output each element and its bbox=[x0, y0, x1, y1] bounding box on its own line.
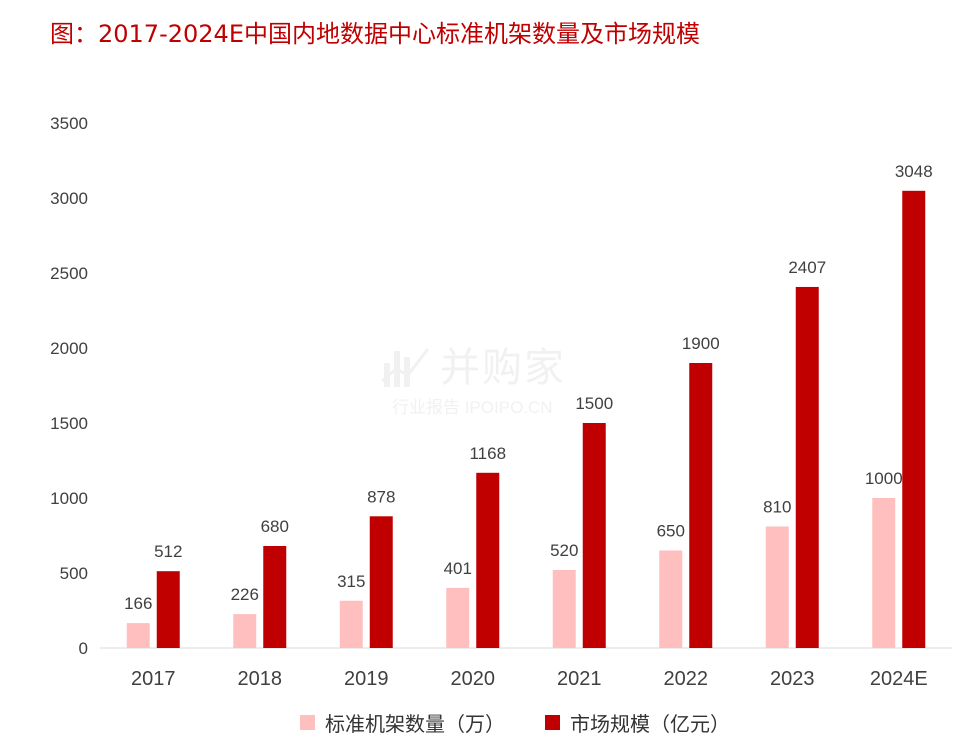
bar-racks bbox=[233, 614, 257, 648]
bar-market bbox=[369, 516, 393, 648]
y-tick-label: 1000 bbox=[50, 489, 88, 508]
data-label-market: 2407 bbox=[788, 258, 826, 277]
data-label-racks: 166 bbox=[124, 594, 152, 613]
y-tick-label: 2500 bbox=[50, 264, 88, 283]
legend-item-market: 市场规模（亿元） bbox=[545, 708, 730, 737]
bar-racks bbox=[872, 498, 896, 648]
y-tick-label: 3000 bbox=[50, 189, 88, 208]
data-label-racks: 650 bbox=[657, 522, 685, 541]
bar-market bbox=[795, 286, 819, 648]
data-label-market: 680 bbox=[261, 517, 289, 536]
data-label-racks: 520 bbox=[550, 541, 578, 560]
x-tick-label: 2022 bbox=[664, 668, 709, 690]
watermark-logo-icon bbox=[381, 348, 430, 387]
legend-label-racks: 标准机架数量（万） bbox=[325, 712, 505, 736]
y-tick-label: 0 bbox=[79, 639, 88, 658]
bar-racks bbox=[446, 587, 470, 648]
x-tick-label: 2019 bbox=[344, 668, 389, 690]
bar-racks bbox=[126, 623, 150, 648]
x-tick-label: 2021 bbox=[557, 668, 602, 690]
bar-racks bbox=[765, 526, 789, 648]
data-label-racks: 315 bbox=[337, 572, 365, 591]
bars-group: 166 512 226 680 315 878 401 1168 520 1500 650 1900 8… bbox=[124, 162, 933, 649]
data-label-market: 1900 bbox=[682, 334, 720, 353]
x-tick-label: 2024E bbox=[870, 668, 928, 690]
data-label-racks: 226 bbox=[231, 585, 259, 604]
x-tick-label: 2020 bbox=[451, 668, 496, 690]
y-tick-label: 1500 bbox=[50, 414, 88, 433]
bar-market bbox=[156, 571, 180, 648]
data-label-racks: 1000 bbox=[865, 469, 903, 488]
y-axis: 0 500 1000 1500 2000 2500 3000 3500 bbox=[50, 114, 88, 658]
legend-label-market: 市场规模（亿元） bbox=[570, 712, 730, 736]
legend-swatch-market bbox=[545, 715, 560, 730]
data-label-market: 1500 bbox=[575, 394, 613, 413]
y-tick-label: 500 bbox=[60, 564, 88, 583]
bar-market bbox=[689, 363, 713, 648]
y-tick-label: 3500 bbox=[50, 114, 88, 133]
data-label-racks: 401 bbox=[444, 559, 472, 578]
x-axis-labels: 2017 2018 2019 2020 2021 2022 2023 2024E bbox=[131, 668, 928, 690]
legend-item-racks: 标准机架数量（万） bbox=[300, 708, 505, 737]
bar-racks bbox=[659, 550, 683, 648]
legend: 标准机架数量（万） 市场规模（亿元） bbox=[300, 708, 770, 737]
chart-title: 图：2017-2024E中国内地数据中心标准机架数量及市场规模 bbox=[50, 20, 700, 48]
bar-market bbox=[902, 190, 926, 649]
x-tick-label: 2023 bbox=[770, 668, 815, 690]
bar-chart: 0 500 1000 1500 2000 2500 3000 3500 166 512 226 68… bbox=[50, 114, 952, 690]
bar-market bbox=[476, 472, 500, 648]
x-tick-label: 2017 bbox=[131, 668, 176, 690]
legend-swatch-racks bbox=[300, 715, 315, 730]
data-label-market: 878 bbox=[367, 487, 395, 506]
watermark-text: 并购家 bbox=[440, 345, 566, 391]
bar-market bbox=[263, 546, 287, 648]
y-tick-label: 2000 bbox=[50, 339, 88, 358]
data-label-racks: 810 bbox=[763, 498, 791, 517]
bar-market bbox=[582, 423, 606, 648]
data-label-market: 3048 bbox=[895, 162, 933, 181]
watermark: 并购家 行业报告 IPOIPO.CN bbox=[380, 335, 600, 425]
x-tick-label: 2018 bbox=[238, 668, 283, 690]
bar-racks bbox=[552, 570, 576, 648]
data-label-market: 1168 bbox=[469, 444, 506, 463]
data-label-market: 512 bbox=[154, 542, 182, 561]
bar-racks bbox=[339, 600, 363, 648]
watermark-subtext: 行业报告 IPOIPO.CN bbox=[392, 398, 553, 417]
